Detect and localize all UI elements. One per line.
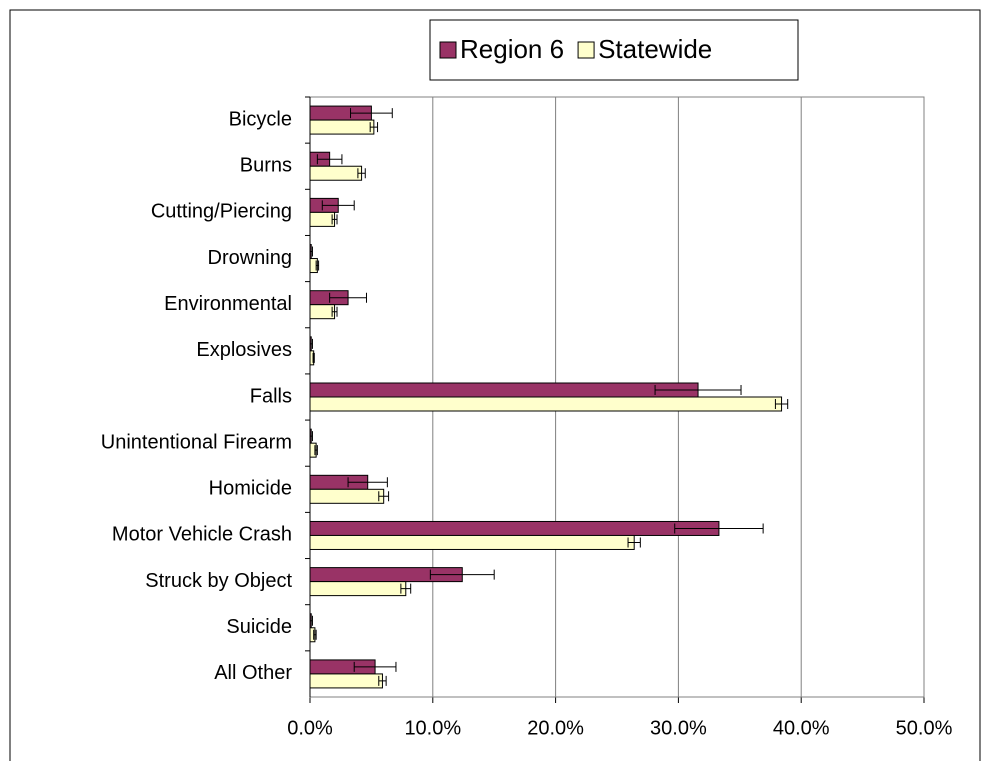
- error-bar: [331, 214, 338, 225]
- error-bar: [378, 675, 387, 686]
- x-tick-label: 30.0%: [650, 717, 707, 739]
- error-bar: [654, 385, 742, 395]
- error-bar: [369, 122, 379, 133]
- error-bar: [400, 583, 412, 594]
- legend-swatch: [439, 41, 457, 59]
- bar: [309, 211, 336, 227]
- error-bar: [309, 246, 313, 257]
- y-tick-label: Suicide: [226, 616, 292, 638]
- bar: [309, 488, 385, 504]
- error-bar: [774, 399, 789, 409]
- error-bar: [331, 306, 338, 317]
- y-tick-label: Environmental: [164, 293, 292, 315]
- bar: [309, 520, 720, 536]
- y-tick-label: Drowning: [208, 247, 292, 269]
- error-bar: [312, 352, 315, 363]
- error-bar: [347, 477, 388, 488]
- y-tick-label: Bicycle: [229, 108, 292, 130]
- error-bar: [309, 431, 313, 442]
- y-tick-label: Explosives: [196, 339, 292, 361]
- bar: [309, 119, 375, 135]
- y-tick-label: Cutting/Piercing: [151, 201, 292, 223]
- x-tick-label: 0.0%: [287, 717, 333, 739]
- y-tick-label: Unintentional Firearm: [101, 431, 292, 453]
- legend-label: Region 6: [460, 34, 564, 64]
- error-bar: [674, 523, 764, 534]
- bar: [309, 534, 635, 550]
- y-tick-label: Struck by Object: [145, 570, 292, 592]
- error-bar: [378, 491, 390, 502]
- legend-label: Statewide: [598, 34, 712, 64]
- y-tick-label: All Other: [214, 662, 292, 684]
- x-tick-label: 20.0%: [527, 717, 584, 739]
- error-bar: [429, 569, 495, 580]
- error-bar: [313, 629, 317, 640]
- legend-box: [429, 19, 799, 81]
- bar: [309, 396, 783, 412]
- x-tick-label: 10.0%: [404, 717, 461, 739]
- x-tick-label: 50.0%: [896, 717, 953, 739]
- y-tick-label: Motor Vehicle Crash: [112, 524, 292, 546]
- error-bar: [329, 292, 367, 303]
- x-tick-label: 40.0%: [773, 717, 830, 739]
- bar: [309, 382, 699, 398]
- bar: [309, 165, 363, 181]
- error-bar: [321, 200, 355, 211]
- bar: [309, 304, 336, 320]
- error-bar: [357, 168, 366, 179]
- error-bar: [309, 615, 313, 626]
- y-tick-label: Falls: [250, 385, 292, 407]
- error-bar: [315, 260, 320, 271]
- error-bar: [353, 661, 397, 672]
- y-tick-label: Homicide: [209, 478, 292, 500]
- legend-swatch: [577, 41, 595, 59]
- error-bar: [309, 338, 313, 349]
- error-bar: [627, 537, 641, 548]
- error-bar: [314, 445, 318, 456]
- bar: [309, 673, 383, 689]
- bar: [309, 581, 407, 597]
- y-tick-label: Burns: [240, 155, 292, 177]
- error-bar: [316, 154, 343, 165]
- error-bar: [350, 108, 393, 119]
